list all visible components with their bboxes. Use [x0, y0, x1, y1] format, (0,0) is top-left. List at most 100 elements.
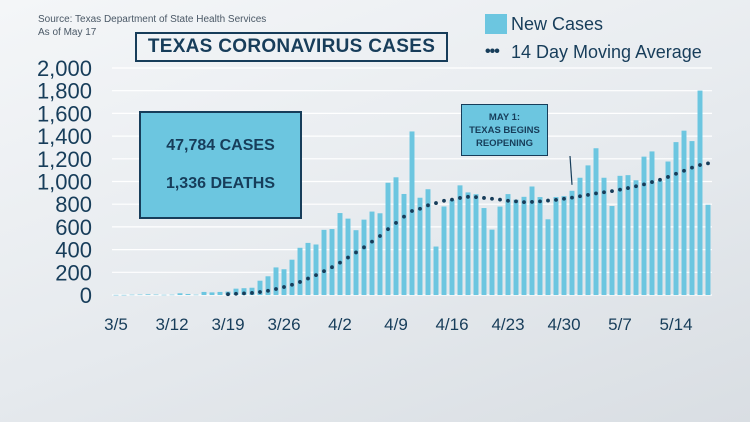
- bar: [169, 294, 175, 296]
- moving-average-point: [650, 180, 654, 184]
- x-tick-label: 3/26: [267, 315, 300, 334]
- bar: [489, 229, 495, 295]
- bar: [689, 141, 695, 295]
- legend-label: New Cases: [511, 13, 604, 34]
- y-tick-label: 0: [80, 283, 92, 308]
- bar: [305, 242, 311, 295]
- moving-average-point: [434, 201, 438, 205]
- bar: [145, 294, 151, 295]
- y-tick-label: 800: [55, 192, 92, 217]
- moving-average-point: [658, 177, 662, 182]
- bar: [177, 293, 183, 295]
- bar: [129, 294, 135, 296]
- bar: [545, 219, 551, 295]
- bar: [513, 199, 519, 295]
- moving-average-point: [698, 163, 702, 167]
- moving-average-point: [298, 280, 302, 284]
- moving-average-point: [354, 250, 358, 255]
- bar: [217, 291, 223, 295]
- bar: [617, 175, 623, 295]
- moving-average-point: [458, 196, 462, 200]
- moving-average-point: [602, 190, 606, 195]
- y-axis: 02004006008001,0001,2001,4001,6001,8002,…: [37, 56, 92, 308]
- bar: [625, 175, 631, 295]
- callout-line: MAY 1:: [488, 111, 521, 123]
- x-axis: 3/5 3/12 3/19 3/26 4/2 4/9 4/16 4/23 4/30 5/7 5/14: [104, 315, 692, 334]
- bar: [321, 229, 327, 295]
- bar: [361, 219, 367, 295]
- bar: [697, 90, 703, 295]
- bar: [417, 197, 423, 295]
- x-tick-label: 4/30: [547, 315, 580, 334]
- moving-average-point: [338, 260, 342, 265]
- moving-average-point: [306, 276, 310, 281]
- x-tick-label: 5/7: [608, 315, 632, 334]
- y-tick-label: 2,000: [37, 56, 92, 81]
- bar: [569, 190, 575, 295]
- bar: [369, 211, 375, 295]
- callout-leader-line: [569, 155, 573, 185]
- bar: [553, 197, 559, 295]
- moving-average-point: [242, 291, 246, 296]
- bar: [329, 229, 335, 295]
- bar: [561, 196, 567, 295]
- bar: [353, 230, 359, 295]
- bar-swatch-icon: [485, 14, 507, 34]
- moving-average-point: [570, 195, 574, 200]
- moving-average-point: [378, 234, 382, 238]
- bar: [601, 177, 607, 295]
- x-tick-label: 4/16: [435, 315, 468, 334]
- totals-box: 47,784 CASES 1,336 DEATHS: [139, 111, 302, 219]
- moving-average-point: [586, 192, 590, 197]
- moving-average-point: [402, 214, 406, 219]
- moving-average-point: [250, 291, 254, 295]
- as-of-line: As of May 17: [38, 27, 97, 38]
- bar: [233, 288, 239, 295]
- bar: [465, 192, 471, 295]
- moving-average-point: [490, 196, 494, 201]
- bar: [273, 267, 279, 295]
- bar: [113, 294, 119, 296]
- bar: [473, 194, 479, 295]
- moving-average-point: [322, 269, 326, 274]
- bar: [457, 185, 463, 295]
- moving-average-point: [594, 191, 598, 196]
- moving-average-point: [506, 198, 510, 203]
- moving-average-point: [666, 175, 670, 179]
- moving-average-point: [682, 168, 686, 173]
- bar: [673, 142, 679, 295]
- x-tick-label: 4/9: [384, 315, 408, 334]
- dotted-line-icon: •••: [485, 47, 500, 57]
- legend: New Cases ••• 14 Day Moving Average: [485, 10, 702, 66]
- bar: [481, 208, 487, 295]
- bar: [313, 244, 319, 295]
- bar: [137, 294, 143, 296]
- bar: [257, 280, 263, 295]
- chart-title: TEXAS CORONAVIRUS CASES: [135, 32, 448, 62]
- y-tick-label: 1,800: [37, 79, 92, 104]
- x-tick-label: 5/14: [659, 315, 692, 334]
- y-tick-label: 200: [55, 260, 92, 285]
- moving-average-point: [610, 189, 614, 194]
- bar: [449, 199, 455, 295]
- x-tick-label: 4/23: [491, 315, 524, 334]
- bar: [409, 131, 415, 295]
- callout-line: TEXAS BEGINS: [469, 124, 540, 136]
- bar: [401, 193, 407, 295]
- moving-average-point: [522, 200, 526, 205]
- bar: [585, 165, 591, 295]
- moving-average-point: [330, 265, 334, 270]
- moving-average-point: [562, 196, 566, 201]
- reopening-callout: MAY 1: TEXAS BEGINS REOPENING: [461, 104, 548, 156]
- moving-average-point: [282, 285, 286, 289]
- bar: [393, 177, 399, 295]
- bar: [377, 213, 383, 295]
- bar: [505, 194, 511, 295]
- moving-average-point: [466, 194, 470, 199]
- legend-item-new-cases: New Cases: [485, 10, 702, 38]
- moving-average-point: [450, 197, 454, 202]
- bar: [649, 151, 655, 295]
- moving-average-point: [674, 171, 678, 176]
- moving-average-point: [514, 199, 518, 204]
- bar: [121, 294, 127, 296]
